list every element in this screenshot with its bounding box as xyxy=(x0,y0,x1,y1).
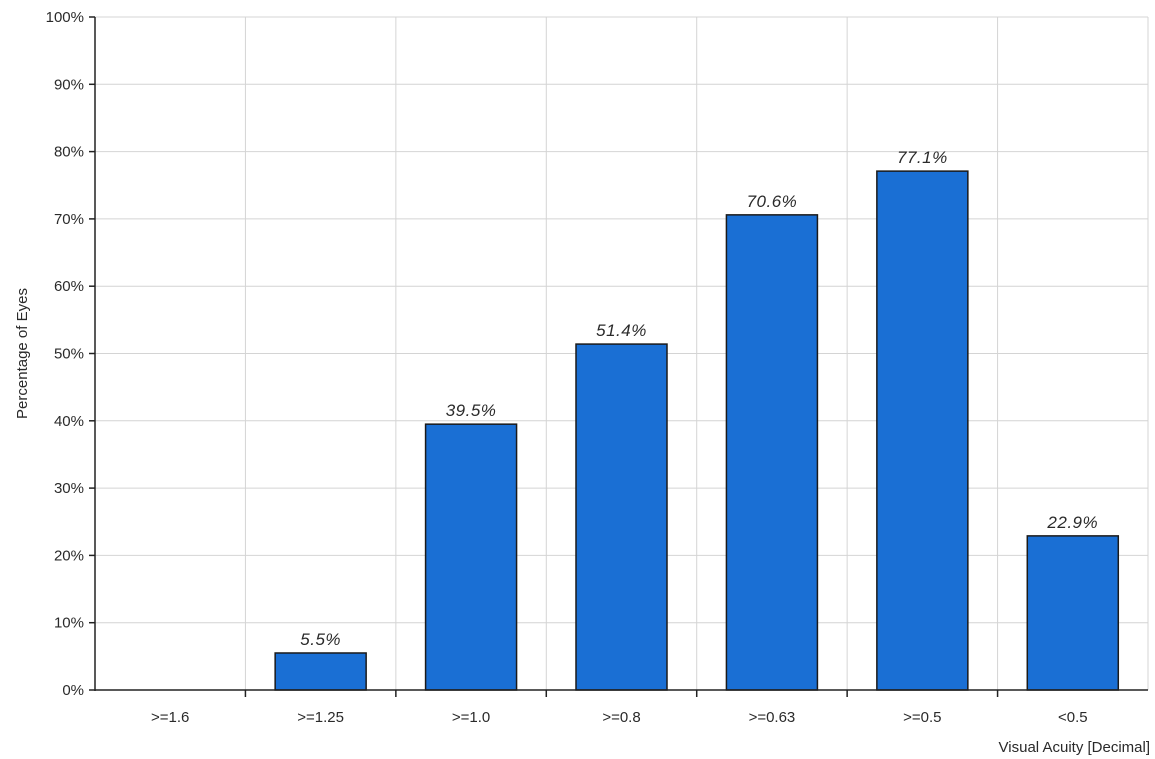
y-axis-title: Percentage of Eyes xyxy=(14,288,31,419)
y-tick-label: 20% xyxy=(54,547,84,564)
y-tick-label: 0% xyxy=(62,682,84,699)
axes xyxy=(89,16,1148,697)
x-tick-label: <0.5 xyxy=(1058,709,1088,726)
y-tick-label: 100% xyxy=(46,9,84,26)
y-tick-label: 40% xyxy=(54,413,84,430)
x-tick-label: >=1.25 xyxy=(297,709,344,726)
x-tick-label: >=0.63 xyxy=(749,709,796,726)
bar xyxy=(274,652,367,691)
bar xyxy=(725,214,819,691)
bar xyxy=(575,343,668,691)
data-label: 22.9% xyxy=(1046,513,1098,532)
x-tick-labels: >=1.6 >=1.25 >=1.0 >=0.8 >=0.63 >=0.5 <0.5 xyxy=(151,709,1088,726)
y-tick-label: 90% xyxy=(54,76,84,93)
data-label: 39.5% xyxy=(446,401,497,420)
y-tick-label: 30% xyxy=(54,480,84,497)
x-tick-label: >=1.6 xyxy=(151,709,189,726)
y-tick-label: 50% xyxy=(54,346,84,363)
data-label: 77.1% xyxy=(897,148,948,167)
bar xyxy=(1026,535,1120,691)
y-tick-label: 60% xyxy=(54,278,84,295)
data-labels: 5.5% 39.5% 51.4% 70.6% 77.1% 22.9% xyxy=(300,148,1098,649)
x-axis-title: Visual Acuity [Decimal] xyxy=(999,739,1150,756)
bar xyxy=(876,170,969,691)
data-label: 51.4% xyxy=(596,321,647,340)
x-tick-label: >=0.8 xyxy=(602,709,640,726)
data-label: 70.6% xyxy=(747,192,798,211)
bars xyxy=(274,170,1120,691)
y-tick-label: 10% xyxy=(54,615,84,632)
y-tick-labels: 0% 10% 20% 30% 40% 50% 60% 70% 80% 90% 100% xyxy=(46,9,84,699)
data-label: 5.5% xyxy=(300,630,341,649)
bar xyxy=(424,423,518,691)
y-tick-label: 80% xyxy=(54,144,84,161)
x-tick-label: >=1.0 xyxy=(452,709,490,726)
y-tick-label: 70% xyxy=(54,211,84,228)
x-tick-label: >=0.5 xyxy=(903,709,941,726)
